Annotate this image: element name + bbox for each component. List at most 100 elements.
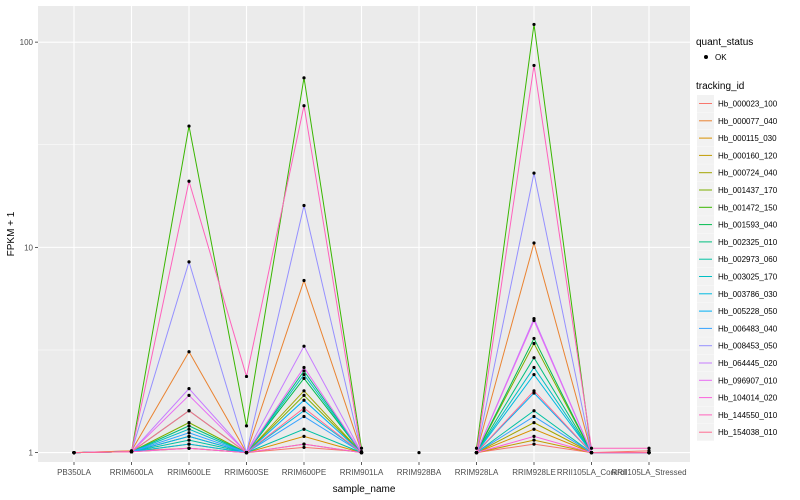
data-point <box>187 350 191 354</box>
data-point <box>302 104 306 108</box>
x-axis: PB350LA RRIM600LA RRIM600LE RRIM600SE RRIM60… <box>57 462 687 477</box>
data-point <box>187 260 191 264</box>
data-point <box>532 391 536 395</box>
data-point <box>187 409 191 413</box>
data-point <box>302 398 306 402</box>
data-point <box>302 427 306 431</box>
data-point <box>302 406 306 410</box>
x-tick-label: RRIM928LA <box>455 468 499 477</box>
x-tick-label: RRIM600LA <box>110 468 154 477</box>
data-point <box>302 409 306 413</box>
legend-label: Hb_000115_030 <box>718 134 777 143</box>
x-tick-label: RRIM901LA <box>340 468 384 477</box>
legend-label: Hb_006483_040 <box>718 324 778 333</box>
legend-label: Hb_003025_170 <box>718 273 778 282</box>
data-point <box>187 387 191 391</box>
legend-label: Hb_154038_010 <box>718 428 778 437</box>
legend-label: Hb_144550_010 <box>718 411 778 420</box>
data-point <box>187 442 191 446</box>
data-point <box>244 451 249 455</box>
data-points <box>72 22 651 455</box>
data-point <box>302 372 306 377</box>
data-point <box>532 421 536 425</box>
quant-status-legend-key <box>704 55 708 59</box>
series-lines <box>73 24 650 455</box>
data-point <box>532 336 536 341</box>
legend-label: Hb_001593_040 <box>718 221 778 230</box>
legend-label: Hb_002973_060 <box>718 255 778 264</box>
data-point <box>302 442 306 446</box>
data-point <box>532 427 536 431</box>
data-point <box>647 446 651 450</box>
series-line <box>73 390 649 454</box>
data-point <box>187 179 191 183</box>
data-point <box>187 438 191 442</box>
grid-lines <box>38 6 690 462</box>
data-point <box>532 63 536 68</box>
x-tick-label: RRII105LA_Stressed <box>611 468 686 477</box>
data-point <box>244 424 249 428</box>
y-tick-label: 10 <box>24 243 33 252</box>
data-point <box>474 451 479 455</box>
x-tick-label: RRII105LA_Control <box>557 468 627 477</box>
legend-label: Hb_005228_050 <box>718 307 778 316</box>
data-point <box>187 446 191 450</box>
data-point <box>532 409 536 413</box>
data-point <box>532 442 536 446</box>
legend-label: Hb_008453_050 <box>718 342 778 351</box>
legend-label: Hb_001472_150 <box>718 203 778 212</box>
data-point <box>417 451 421 455</box>
tracking-id-legend: tracking_id Hb_000023_100 Hb_000077_040 Hb… <box>696 81 778 441</box>
quant-status-legend-label: OK <box>715 53 727 62</box>
y-tick-label: 1 <box>29 449 34 458</box>
y-axis-title: FPKM + 1 <box>6 211 17 256</box>
data-point <box>532 356 536 360</box>
data-point <box>302 376 306 380</box>
data-point <box>532 438 536 442</box>
tracking-id-legend-title: tracking_id <box>696 81 744 92</box>
data-point <box>589 446 594 450</box>
x-tick-label: PB350LA <box>57 468 91 477</box>
data-point <box>302 393 306 397</box>
data-point <box>532 318 536 323</box>
quant-status-legend-title: quant_status <box>696 37 753 48</box>
data-point <box>532 365 536 370</box>
data-point <box>532 341 536 346</box>
data-point <box>532 241 536 245</box>
legend-label: Hb_064445_020 <box>718 359 778 368</box>
x-tick-label: RRIM928BA <box>397 468 442 477</box>
data-point <box>302 414 306 419</box>
data-point <box>302 365 306 370</box>
data-point <box>302 76 306 80</box>
x-tick-label: RRIM928LE <box>512 468 556 477</box>
data-point <box>187 421 191 425</box>
data-point <box>532 414 536 419</box>
data-point <box>187 434 191 438</box>
x-tick-label: RRIM600PE <box>282 468 326 477</box>
legend-label: Hb_104014_020 <box>718 394 778 403</box>
legend-label: Hb_001437_170 <box>718 186 778 195</box>
data-point <box>187 431 191 435</box>
data-point <box>302 434 306 438</box>
data-point <box>302 389 306 393</box>
legend-label: Hb_000077_040 <box>718 117 778 126</box>
x-tick-label: RRIM600LE <box>167 468 211 477</box>
data-point <box>302 203 306 208</box>
quant-status-legend: quant_status OK <box>696 37 753 62</box>
data-point <box>72 451 76 455</box>
data-point <box>187 427 191 431</box>
data-point <box>532 22 536 27</box>
data-point <box>474 446 479 450</box>
data-point <box>244 374 249 379</box>
y-tick-label: 100 <box>20 38 34 47</box>
data-point <box>302 369 306 373</box>
legend-label: Hb_000724_040 <box>718 169 778 178</box>
x-tick-label: RRIM600SE <box>224 468 268 477</box>
data-point <box>359 451 364 455</box>
data-point <box>532 389 536 393</box>
legend-label: Hb_096907_010 <box>718 376 778 385</box>
plot-panel <box>38 6 690 462</box>
legend-label: Hb_000023_100 <box>718 100 778 109</box>
x-axis-title: sample_name <box>333 484 396 495</box>
